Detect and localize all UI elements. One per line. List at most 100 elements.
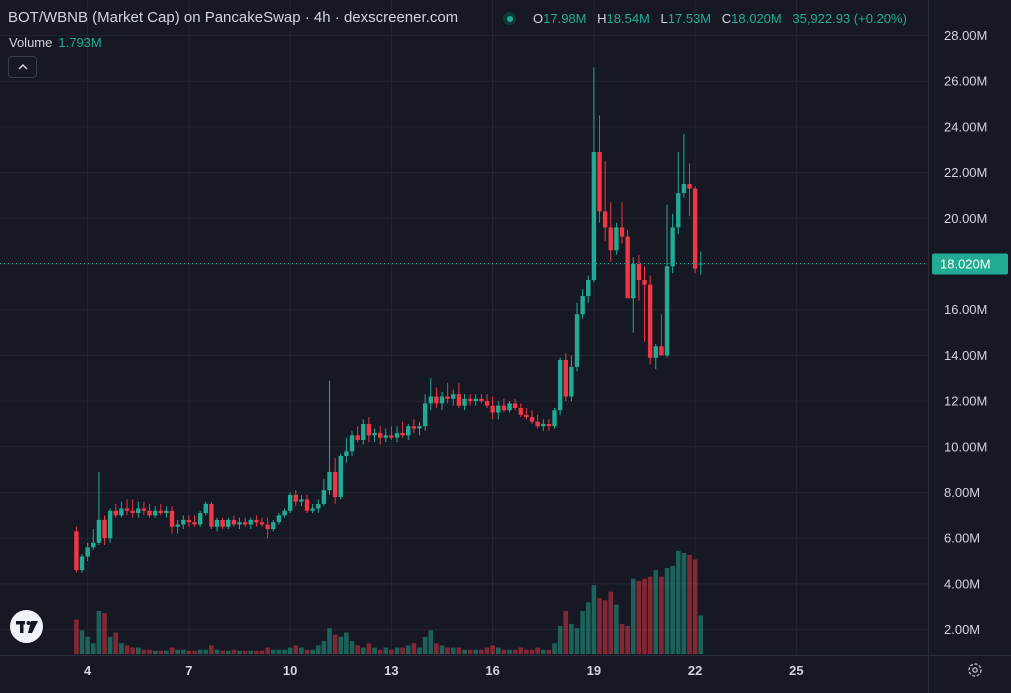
candle-body (107, 510, 113, 539)
candle-body (625, 236, 630, 299)
candle-body (518, 407, 523, 415)
tradingview-logo-icon[interactable] (10, 610, 43, 643)
volume-bar (119, 643, 124, 654)
candle-body (85, 547, 90, 557)
volume-bar (372, 647, 377, 654)
volume-bar (90, 643, 96, 654)
candle-body (659, 346, 664, 356)
volume-bar (248, 650, 254, 654)
volume-bar (254, 650, 259, 654)
volume-bar (276, 649, 282, 654)
volume-bar (597, 598, 602, 654)
x-tick-label: 7 (185, 663, 192, 678)
candle-body (74, 531, 79, 571)
candle-body (445, 396, 450, 399)
volume-bar (169, 647, 175, 654)
candle-body (676, 193, 681, 228)
candle-body (321, 490, 327, 504)
low-key: L (660, 11, 668, 26)
volume-bar (642, 578, 647, 654)
volume-bar (490, 645, 495, 654)
candle-body (192, 522, 197, 525)
candle-body (377, 433, 383, 438)
volume-bar (147, 649, 152, 654)
volume-bar (304, 649, 310, 654)
x-tick-label: 10 (283, 663, 297, 678)
volume-bar (580, 611, 585, 654)
candle-body (119, 508, 124, 516)
candle-body (524, 414, 529, 418)
candle-body (417, 426, 422, 429)
candle-body (91, 542, 96, 548)
gear-icon[interactable] (965, 660, 985, 680)
candle-body (344, 451, 349, 456)
close-value: 18.020M (731, 11, 782, 26)
candle-body (496, 405, 501, 413)
volume-bar (625, 626, 630, 654)
market-status-icon (503, 12, 516, 25)
volume-bar (293, 645, 299, 654)
candle-body (372, 433, 377, 436)
candle-body (209, 503, 214, 527)
volume-bar (585, 602, 591, 654)
x-tick-label: 13 (384, 663, 398, 678)
volume-bar (400, 647, 405, 654)
volume-bar (220, 650, 225, 654)
volume-bar (327, 628, 332, 654)
volume-bar (529, 649, 535, 654)
candle-body (692, 188, 698, 269)
volume-bar (102, 613, 107, 654)
volume-bar (574, 628, 580, 654)
volume-bar (85, 636, 90, 654)
candle-body (327, 471, 332, 491)
candle-body (428, 396, 433, 404)
volume-bar (214, 649, 220, 654)
volume-bar (512, 649, 518, 654)
candle-body (214, 519, 220, 527)
volume-bar (450, 647, 456, 654)
candle-body (529, 417, 535, 422)
price-axis[interactable]: 28.00M26.00M24.00M22.00M20.00M18.00M16.0… (944, 28, 987, 637)
volume-label: Volume (9, 35, 53, 50)
volume-bar (608, 591, 614, 654)
candle-body (411, 426, 417, 429)
candle-body (96, 519, 102, 543)
volume-bar (546, 649, 552, 654)
volume-bar (74, 619, 79, 654)
volume-bar (417, 647, 422, 654)
candle-body (501, 405, 507, 411)
time-axis[interactable]: 4 7 10 13 16 19 22 25 (84, 663, 804, 678)
volume-bar (310, 649, 315, 654)
candle-body (490, 405, 495, 413)
candle-body (602, 211, 608, 228)
candle-body (406, 426, 411, 436)
candle-body (507, 403, 512, 411)
candle-body (670, 227, 675, 267)
candle-body (439, 396, 445, 404)
high-value: 18.54M (606, 11, 650, 26)
candle-body (164, 510, 169, 514)
candle-body (293, 494, 298, 502)
collapse-legend-button[interactable] (8, 56, 37, 78)
candle-body (141, 508, 147, 511)
chevron-up-icon (17, 58, 29, 76)
candle-body (102, 519, 107, 539)
volume-legend: Volume 1.793M (9, 35, 102, 50)
volume-bar (344, 632, 349, 654)
volume-bar (484, 647, 490, 654)
candle-body (383, 435, 388, 438)
volume-bar (265, 647, 270, 654)
candle-body (591, 152, 597, 280)
volume-bar (338, 636, 344, 654)
candle-body (338, 455, 343, 498)
candle-body (451, 394, 456, 399)
candle-body (563, 359, 568, 397)
candle-body (619, 227, 625, 237)
volume-bar (141, 649, 147, 654)
candle-body (287, 494, 293, 511)
candle-body (479, 398, 484, 402)
volume-value: 1.793M (58, 35, 102, 50)
candle-body (456, 394, 462, 406)
open-value: 17.98M (543, 11, 587, 26)
